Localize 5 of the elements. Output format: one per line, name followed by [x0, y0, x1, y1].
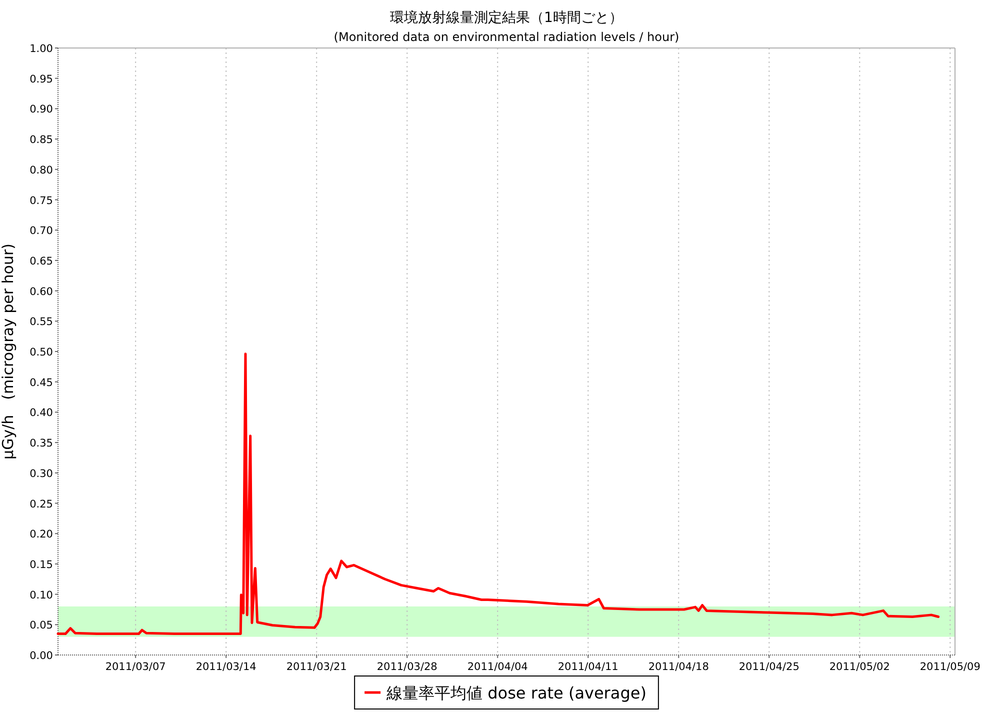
legend: 線量率平均値 dose rate (average): [354, 676, 659, 710]
title: 環境放射線量測定結果（1時間ごと）: [390, 10, 623, 26]
legend-label: 線量率平均値 dose rate (average): [386, 684, 646, 702]
ylabel: μGy/h (microgray per hour): [0, 244, 17, 460]
subtitle: (Monitored data on environmental radiation levels / hour): [334, 30, 680, 44]
